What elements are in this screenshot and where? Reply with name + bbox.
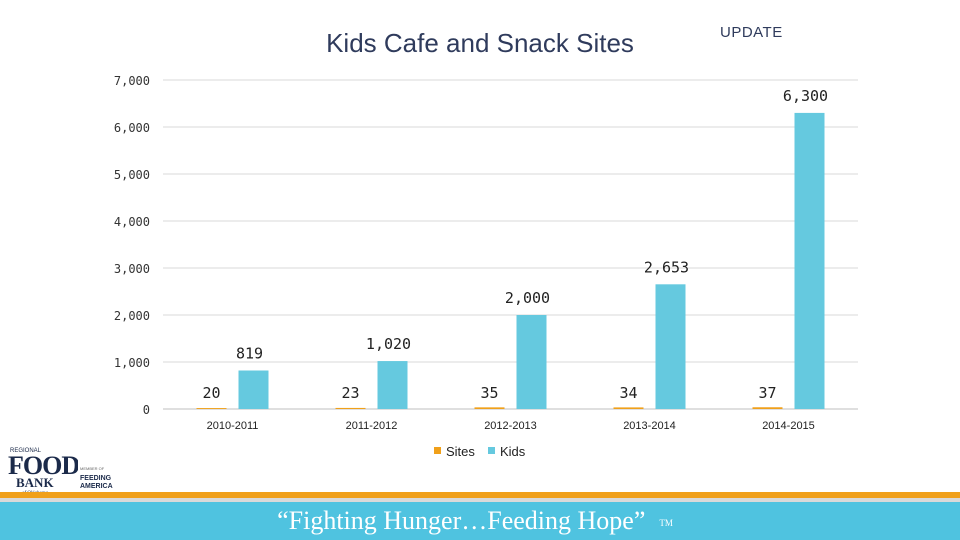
sites-data-label: 34 <box>619 384 637 402</box>
slogan-text: “Fighting Hunger…Feeding Hope” <box>277 506 646 535</box>
y-tick-label: 4,000 <box>114 215 150 229</box>
kids-bar <box>655 284 686 409</box>
kids-data-label: 819 <box>236 345 263 363</box>
food-bank-logo: REGIONAL FOOD BANK of Oklahoma <box>8 448 78 494</box>
y-tick-label: 3,000 <box>114 262 150 276</box>
trademark: TM <box>659 518 673 529</box>
kids-bar <box>238 370 269 409</box>
sites-bar <box>752 407 783 409</box>
legend-swatch <box>434 447 441 454</box>
footer-teal-stripe <box>0 502 960 540</box>
footer-orange-stripe <box>0 492 960 498</box>
legend-label: Kids <box>500 444 526 459</box>
feeding-america-logo: MEMBER OF FEEDING AMERICA <box>80 466 113 490</box>
legend: Sites Kids <box>434 444 526 459</box>
legend-label: Sites <box>446 444 475 459</box>
x-tick-label: 2012-2013 <box>484 420 537 432</box>
bars <box>196 112 825 410</box>
sites-bar <box>474 407 505 409</box>
sites-data-label: 23 <box>341 384 359 402</box>
kids-bar <box>794 112 825 410</box>
sites-data-label: 35 <box>480 384 498 402</box>
y-tick-label: 5,000 <box>114 168 150 182</box>
svg-text:FEEDING: FEEDING <box>80 475 112 482</box>
gridlines <box>163 79 858 410</box>
kids-bar <box>516 315 547 409</box>
x-tick-label: 2013-2014 <box>623 420 676 432</box>
sites-bar <box>613 407 644 409</box>
x-tick-label: 2014-2015 <box>762 420 815 432</box>
y-tick-label: 6,000 <box>114 121 150 135</box>
footer-slogan: “Fighting Hunger…Feeding Hope” TM <box>0 506 960 536</box>
kids-bar <box>377 361 408 409</box>
update-label: UPDATE <box>720 24 783 41</box>
y-axis-ticks: 0 1,000 2,000 3,000 4,000 5,000 6,000 7,000 <box>114 74 150 417</box>
svg-text:REGIONAL: REGIONAL <box>10 448 42 454</box>
svg-text:FOOD: FOOD <box>8 451 78 480</box>
legend-swatch <box>488 447 495 454</box>
kids-data-label: 2,653 <box>644 258 689 276</box>
data-labels: 20 819 23 1,020 35 2,000 34 2,653 37 6,300 <box>202 87 828 402</box>
x-tick-label: 2010-2011 <box>207 420 259 432</box>
kids-data-label: 1,020 <box>366 335 411 353</box>
svg-text:AMERICA: AMERICA <box>80 483 113 490</box>
x-axis-ticks: 2010-2011 2011-2012 2012-2013 2013-2014 2014… <box>207 420 815 432</box>
sites-bar <box>335 407 366 409</box>
y-tick-label: 0 <box>143 403 150 417</box>
svg-text:BANK: BANK <box>16 475 54 490</box>
y-tick-label: 7,000 <box>114 74 150 88</box>
footer-gray-stripe <box>0 498 960 502</box>
sites-data-label: 37 <box>758 384 776 402</box>
svg-text:MEMBER OF: MEMBER OF <box>80 466 105 471</box>
kids-data-label: 2,000 <box>505 289 550 307</box>
kids-data-label: 6,300 <box>783 87 828 105</box>
chart-title: Kids Cafe and Snack Sites <box>326 28 634 58</box>
sites-bar <box>196 408 227 409</box>
x-tick-label: 2011-2012 <box>346 420 398 432</box>
y-tick-label: 2,000 <box>114 309 150 323</box>
chart-area: 0 1,000 2,000 3,000 4,000 5,000 6,000 7,000 20 8… <box>114 74 858 459</box>
sites-data-label: 20 <box>202 384 220 402</box>
footer-band: “Fighting Hunger…Feeding Hope” TM <box>0 492 960 540</box>
y-tick-label: 1,000 <box>114 356 150 370</box>
